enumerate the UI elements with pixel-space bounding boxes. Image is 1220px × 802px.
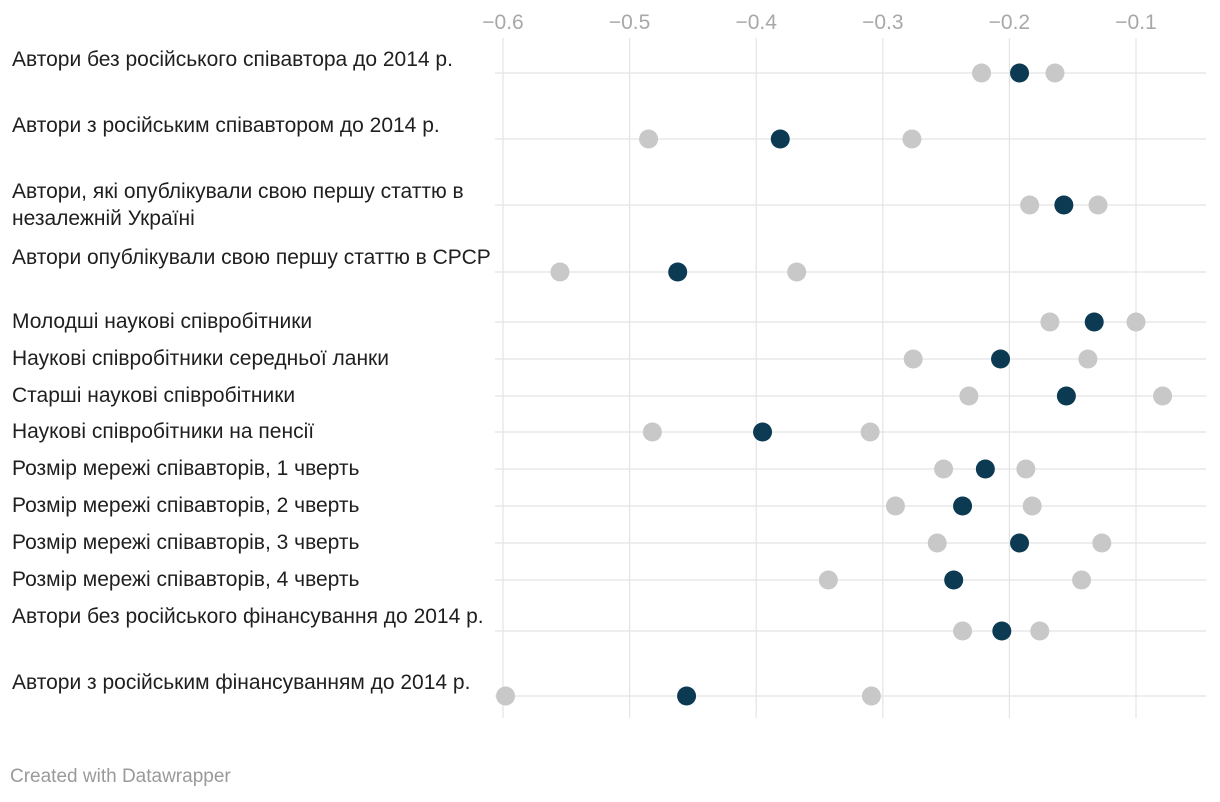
- row-label: Наукові співробітники середньої ланки: [12, 347, 389, 370]
- estimate-dot: [770, 129, 790, 149]
- row-label: Наукові співробітники на пенсії: [12, 420, 315, 443]
- ci-low-dot: [642, 422, 662, 442]
- ci-low-dot: [903, 349, 923, 369]
- estimate-dot: [668, 262, 688, 282]
- ci-low-dot: [818, 570, 838, 590]
- x-tick-label: −0.2: [989, 11, 1030, 34]
- row-label: Автори, які опублікували свою першу стат…: [12, 180, 464, 230]
- ci-high-dot: [1030, 621, 1050, 641]
- row-label: Розмір мережі співавторів, 2 чверть: [12, 494, 360, 517]
- x-tick-label: −0.4: [735, 11, 777, 34]
- estimate-dot: [677, 686, 697, 706]
- row-label: Автори з російським фінансуванням до 201…: [12, 671, 471, 694]
- estimate-dot: [944, 570, 964, 590]
- ci-high-dot: [1045, 63, 1065, 83]
- x-tick-label: −0.3: [862, 11, 903, 34]
- ci-low-dot: [959, 386, 979, 406]
- row-label: Молодші наукові співробітники: [12, 310, 313, 333]
- ci-high-dot: [902, 129, 922, 149]
- ci-high-dot: [861, 686, 881, 706]
- ci-low-dot: [1040, 312, 1060, 332]
- ci-low-dot: [885, 496, 905, 516]
- estimate-dot: [1054, 195, 1074, 215]
- estimate-dot: [1084, 312, 1104, 332]
- estimate-dot: [975, 459, 995, 479]
- estimate-dot: [1056, 386, 1076, 406]
- row-label: Автори з російським співавтором до 2014 …: [12, 114, 440, 137]
- row-label: Автори опублікували свою першу статтю в …: [12, 246, 491, 269]
- x-tick-label: −0.1: [1115, 11, 1156, 34]
- ci-high-dot: [1078, 349, 1098, 369]
- row-label: Автори без російського співавтора до 201…: [12, 48, 453, 71]
- ci-low-dot: [934, 459, 954, 479]
- estimate-dot: [953, 496, 973, 516]
- x-tick-label: −0.6: [482, 11, 523, 34]
- ci-low-dot: [550, 262, 570, 282]
- row-label: Розмір мережі співавторів, 1 чверть: [12, 457, 360, 480]
- estimate-dot: [1010, 63, 1030, 83]
- estimate-dot: [991, 349, 1011, 369]
- ci-high-dot: [787, 262, 807, 282]
- estimate-dot: [1010, 533, 1030, 553]
- ci-low-dot: [639, 129, 659, 149]
- ci-high-dot: [1126, 312, 1146, 332]
- ci-high-dot: [860, 422, 880, 442]
- datawrapper-credit: Created with Datawrapper: [10, 766, 231, 787]
- ci-low-dot: [496, 686, 516, 706]
- row-label: Розмір мережі співавторів, 4 чверть: [12, 568, 360, 591]
- ci-high-dot: [1072, 570, 1092, 590]
- ci-high-dot: [1153, 386, 1173, 406]
- ci-high-dot: [1092, 533, 1112, 553]
- ci-low-dot: [927, 533, 947, 553]
- row-label: Старші наукові співробітники: [12, 384, 296, 407]
- x-tick-label: −0.5: [609, 11, 650, 34]
- ci-high-dot: [1016, 459, 1036, 479]
- row-label: Автори без російського фінансування до 2…: [12, 605, 484, 628]
- row-label: Розмір мережі співавторів, 3 чверть: [12, 531, 360, 554]
- ci-high-dot: [1088, 195, 1108, 215]
- estimate-dot: [992, 621, 1012, 641]
- ci-low-dot: [1020, 195, 1040, 215]
- ci-high-dot: [1022, 496, 1042, 516]
- ci-low-dot: [953, 621, 973, 641]
- estimate-dot: [753, 422, 773, 442]
- ci-low-dot: [972, 63, 992, 83]
